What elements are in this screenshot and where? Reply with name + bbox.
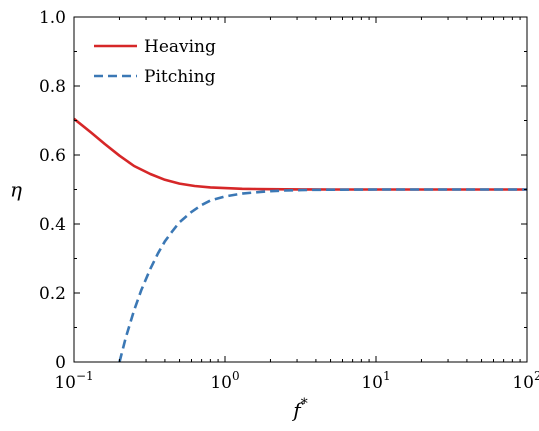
legend-label-pitching: Pitching — [144, 67, 216, 87]
legend-label-heaving: Heaving — [144, 37, 216, 57]
x-tick-label: 100 — [210, 369, 239, 393]
x-tick-label: 10−1 — [54, 369, 93, 393]
x-axis-label-superscript: * — [301, 396, 308, 412]
y-tick-label: 1.0 — [39, 8, 66, 28]
y-tick-label: 0.6 — [39, 146, 66, 166]
series-line-pitching — [118, 188, 527, 363]
y-axis-label: η — [10, 178, 22, 202]
legend: Heaving Pitching — [94, 37, 216, 87]
ticks-layer — [73, 16, 528, 363]
series-layer — [73, 117, 527, 363]
series-line-heaving — [73, 117, 527, 191]
x-axis-label: f* — [291, 396, 307, 422]
y-tick-label: 0.4 — [39, 215, 66, 235]
y-tick-label: 0 — [55, 353, 66, 373]
tick-labels-layer: 0 0.2 0.4 0.6 0.8 1.0 10−1 100 101 102 — [39, 8, 539, 393]
x-tick-label: 101 — [361, 369, 390, 393]
y-tick-label: 0.8 — [39, 77, 66, 97]
y-tick-label: 0.2 — [39, 284, 66, 304]
x-tick-label: 102 — [512, 369, 539, 393]
